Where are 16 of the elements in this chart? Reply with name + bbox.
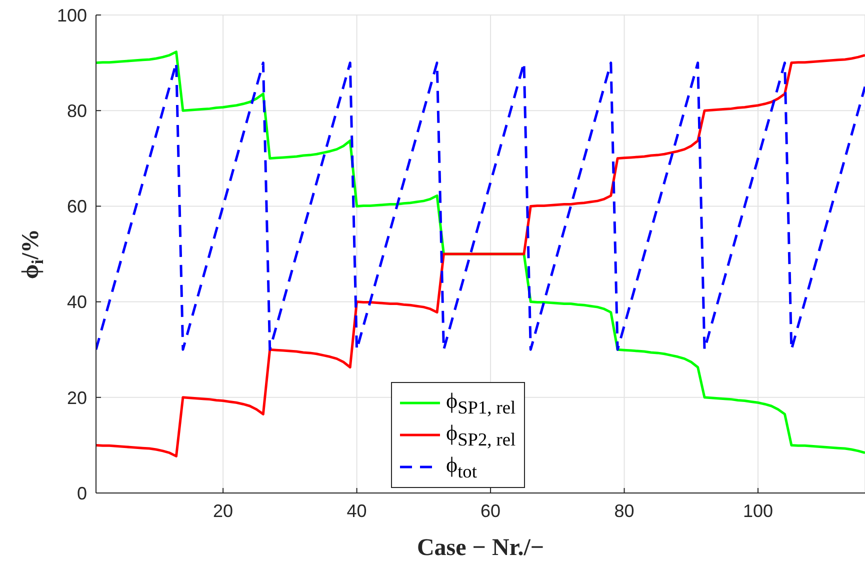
x-tick-label: 60	[480, 500, 501, 521]
y-tick-label: 100	[56, 5, 87, 26]
y-tick-label: 0	[76, 483, 87, 504]
x-tick-label: 20	[213, 500, 234, 521]
legend-label: ϕ$_{SP2, rel}$	[446, 420, 516, 450]
x-tick-label: 80	[614, 500, 634, 521]
legend-label: ϕ$_{SP1, rel}$	[446, 388, 516, 418]
y-tick-label: 80	[66, 100, 87, 121]
legend-label: ϕ$_{tot}$	[446, 452, 477, 482]
x-tick-label: 40	[346, 500, 367, 521]
y-tick-label: 20	[66, 388, 87, 408]
line-series	[96, 62, 865, 351]
x-tick-label: 100	[742, 500, 774, 521]
y-tick-label: 40	[66, 292, 87, 312]
x-axis-title: Case − Nr./−	[416, 535, 544, 561]
y-tick-label: 60	[66, 196, 87, 217]
